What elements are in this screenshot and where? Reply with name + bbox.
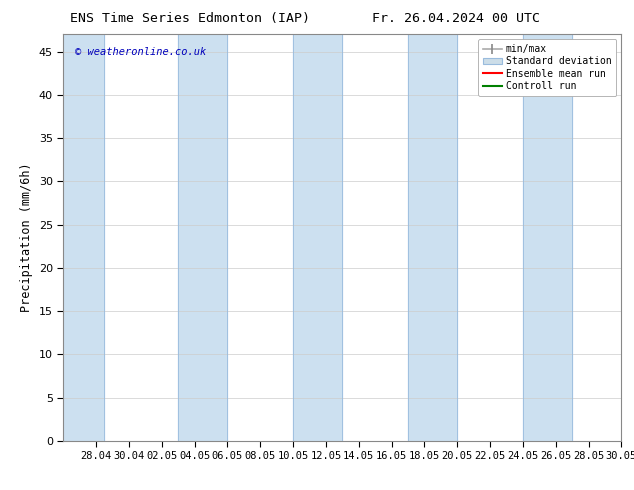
Bar [55, 34, 105, 441]
Bar [293, 34, 342, 441]
Bar [523, 34, 572, 441]
Text: Fr. 26.04.2024 00 UTC: Fr. 26.04.2024 00 UTC [373, 12, 540, 25]
Bar [178, 34, 228, 441]
Text: © weatheronline.co.uk: © weatheronline.co.uk [75, 47, 206, 56]
Legend: min/max, Standard deviation, Ensemble mean run, Controll run: min/max, Standard deviation, Ensemble me… [477, 39, 616, 96]
Text: ENS Time Series Edmonton (IAP): ENS Time Series Edmonton (IAP) [70, 12, 310, 25]
Bar [408, 34, 457, 441]
Y-axis label: Precipitation (mm/6h): Precipitation (mm/6h) [20, 163, 34, 313]
